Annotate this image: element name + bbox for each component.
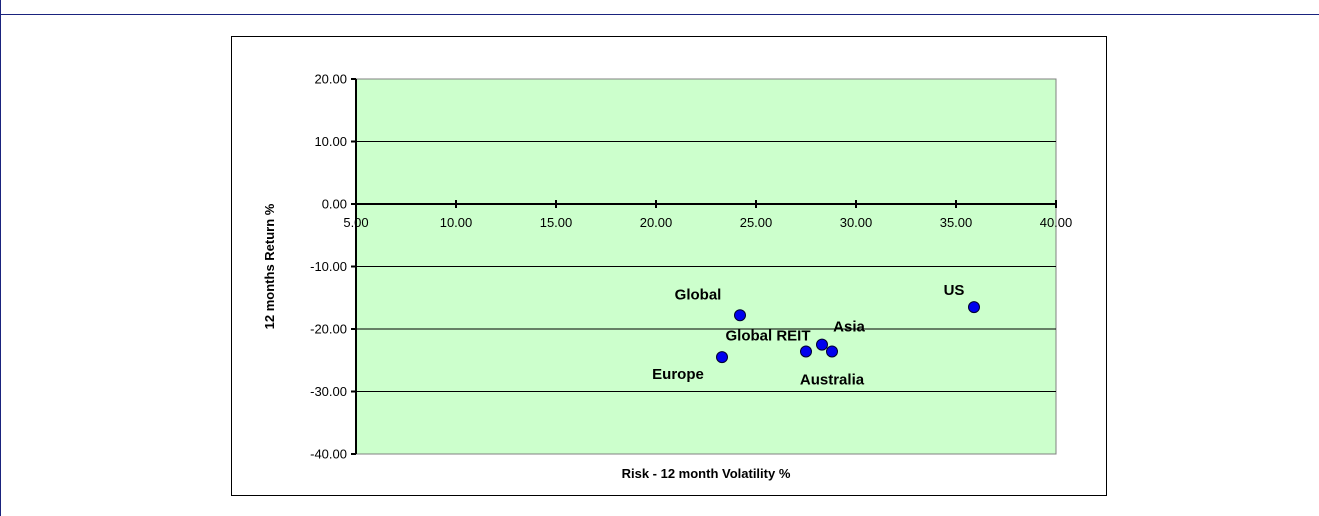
data-point — [800, 345, 812, 358]
y-tick-label: -30.00 — [310, 384, 347, 399]
x-tick-label: 10.00 — [440, 215, 473, 230]
gridlines — [356, 141, 1056, 392]
y-tick-label: 0.00 — [322, 197, 347, 212]
data-point — [816, 338, 828, 351]
x-tick-label: 15.00 — [540, 215, 573, 230]
axes — [351, 78, 1057, 455]
y-axis-label: 12 months Return % — [262, 203, 277, 329]
point-label: Asia — [833, 319, 865, 336]
y-tick-label: 10.00 — [314, 134, 347, 149]
data-point — [734, 309, 746, 322]
x-tick-label: 35.00 — [940, 215, 973, 230]
point-label: Global REIT — [725, 328, 810, 345]
scatter-chart: 20.00 10.00 0.00 -10.00 -20.00 -30.00 -40.00 5… — [262, 72, 1072, 482]
title-bar — [0, 0, 1319, 14]
x-tick-label: 30.00 — [840, 215, 873, 230]
x-axis-label: Risk - 12 month Volatility % — [622, 466, 791, 481]
x-tick-labels: 5.00 10.00 15.00 20.00 25.00 30.00 35.00 40.00 — [343, 215, 1072, 230]
y-tick-label: -40.00 — [310, 447, 347, 462]
y-tick-label: 20.00 — [314, 72, 347, 87]
point-label: US — [944, 282, 965, 299]
data-point — [968, 301, 980, 314]
frame-left-border — [0, 0, 1, 516]
y-tick-label: -20.00 — [310, 322, 347, 337]
x-tick-label: 25.00 — [740, 215, 773, 230]
data-point — [826, 345, 838, 358]
point-labels: US Global Global REIT Asia Australia Europe — [652, 282, 964, 388]
point-label: Global — [675, 286, 722, 303]
x-tick-label: 40.00 — [1040, 215, 1073, 230]
point-label: Australia — [800, 372, 865, 389]
point-label: Europe — [652, 366, 704, 383]
data-points — [716, 301, 980, 364]
x-tick-label: 5.00 — [343, 215, 368, 230]
chart-container: 20.00 10.00 0.00 -10.00 -20.00 -30.00 -40.00 5… — [231, 36, 1107, 496]
x-tick-label: 20.00 — [640, 215, 673, 230]
y-tick-label: -10.00 — [310, 259, 347, 274]
y-tick-labels: 20.00 10.00 0.00 -10.00 -20.00 -30.00 -40.00 — [310, 72, 347, 462]
data-point — [716, 351, 728, 364]
frame-top-border — [0, 14, 1319, 15]
